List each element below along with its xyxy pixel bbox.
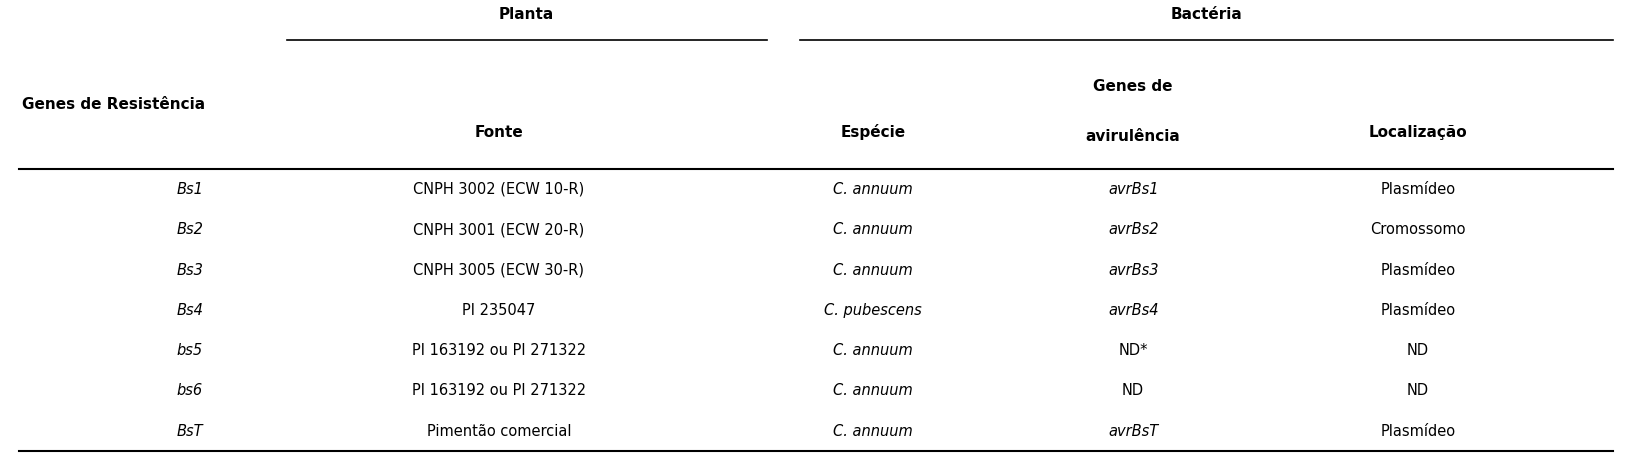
Text: avrBs3: avrBs3 bbox=[1108, 263, 1159, 278]
Text: Bs1: Bs1 bbox=[176, 182, 204, 197]
Text: C. annuum: C. annuum bbox=[832, 383, 912, 398]
Text: PI 163192 ou PI 271322: PI 163192 ou PI 271322 bbox=[411, 343, 586, 358]
Text: ND*: ND* bbox=[1118, 343, 1147, 358]
Text: avrBs4: avrBs4 bbox=[1108, 303, 1159, 318]
Text: ND: ND bbox=[1123, 383, 1144, 398]
Text: Bs2: Bs2 bbox=[176, 222, 204, 237]
Text: Genes de Resistência: Genes de Resistência bbox=[23, 97, 206, 112]
Text: Bactéria: Bactéria bbox=[1170, 7, 1242, 22]
Text: Plasmídeo: Plasmídeo bbox=[1381, 182, 1456, 197]
Text: C. annuum: C. annuum bbox=[832, 263, 912, 278]
Text: CNPH 3001 (ECW 20-R): CNPH 3001 (ECW 20-R) bbox=[413, 222, 584, 237]
Text: bs5: bs5 bbox=[176, 343, 202, 358]
Text: Espécie: Espécie bbox=[840, 124, 906, 140]
Text: Cromossomo: Cromossomo bbox=[1369, 222, 1466, 237]
Text: ND: ND bbox=[1407, 343, 1430, 358]
Text: Genes de: Genes de bbox=[1093, 79, 1173, 94]
Text: bs6: bs6 bbox=[176, 383, 202, 398]
Text: avrBs1: avrBs1 bbox=[1108, 182, 1159, 197]
Text: C. pubescens: C. pubescens bbox=[824, 303, 922, 318]
Text: C. annuum: C. annuum bbox=[832, 182, 912, 197]
Text: Bs4: Bs4 bbox=[176, 303, 204, 318]
Text: CNPH 3005 (ECW 30-R): CNPH 3005 (ECW 30-R) bbox=[413, 263, 584, 278]
Text: PI 235047: PI 235047 bbox=[462, 303, 535, 318]
Text: PI 163192 ou PI 271322: PI 163192 ou PI 271322 bbox=[411, 383, 586, 398]
Text: C. annuum: C. annuum bbox=[832, 424, 912, 439]
Text: CNPH 3002 (ECW 10-R): CNPH 3002 (ECW 10-R) bbox=[413, 182, 584, 197]
Text: C. annuum: C. annuum bbox=[832, 343, 912, 358]
Text: avrBs2: avrBs2 bbox=[1108, 222, 1159, 237]
Text: Plasmídeo: Plasmídeo bbox=[1381, 424, 1456, 439]
Text: Bs3: Bs3 bbox=[176, 263, 204, 278]
Text: avirulência: avirulência bbox=[1085, 129, 1180, 145]
Text: Plasmídeo: Plasmídeo bbox=[1381, 263, 1456, 278]
Text: avrBsT: avrBsT bbox=[1108, 424, 1159, 439]
Text: Plasmídeo: Plasmídeo bbox=[1381, 303, 1456, 318]
Text: BsT: BsT bbox=[176, 424, 202, 439]
Text: ND: ND bbox=[1407, 383, 1430, 398]
Text: C. annuum: C. annuum bbox=[832, 222, 912, 237]
Text: Localização: Localização bbox=[1369, 125, 1467, 140]
Text: Planta: Planta bbox=[499, 7, 555, 22]
Text: Fonte: Fonte bbox=[475, 125, 524, 140]
Text: Pimentão comercial: Pimentão comercial bbox=[426, 424, 571, 439]
